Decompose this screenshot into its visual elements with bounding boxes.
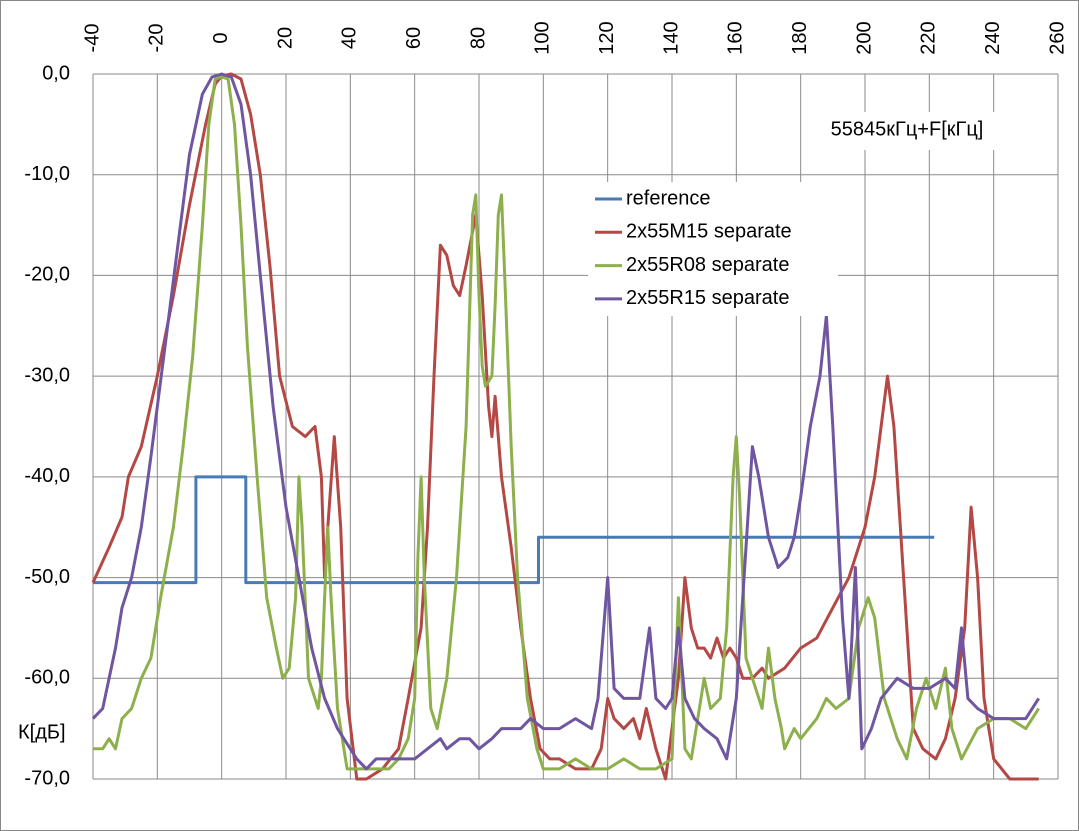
x-tick-label: 240 <box>982 21 1004 54</box>
legend-label: reference <box>626 187 711 209</box>
y-tick-label: -60,0 <box>24 667 70 689</box>
y-axis-label: К[дБ] <box>18 721 66 743</box>
series-line <box>91 72 1040 771</box>
lines-layer <box>91 72 1040 781</box>
legend-box <box>588 182 838 316</box>
series-line <box>93 75 1040 771</box>
annotation: 55845кГц+F[кГц] <box>831 118 984 140</box>
series-line <box>91 72 1039 781</box>
x-tick-label: 140 <box>660 21 682 54</box>
legend-label: 2x55R15 separate <box>626 287 789 309</box>
x-tick-label: 60 <box>403 27 425 49</box>
y-tick-label: -40,0 <box>24 465 70 487</box>
x-tick-label: 40 <box>339 27 361 49</box>
y-tick-label: -30,0 <box>24 364 70 386</box>
x-tick-label: 160 <box>725 21 747 54</box>
x-tick-label: 220 <box>918 21 940 54</box>
y-tick-label: -20,0 <box>24 264 70 286</box>
y-tick-label: -70,0 <box>24 767 70 789</box>
x-tick-label: 20 <box>274 27 296 49</box>
x-tick-label: 200 <box>853 21 875 54</box>
legend-label: 2x55M15 separate <box>626 221 792 243</box>
x-tick-label: -40 <box>81 24 103 53</box>
x-tick-label: -20 <box>146 24 168 53</box>
y-tick-label: -50,0 <box>24 566 70 588</box>
y-tick-label: -10,0 <box>24 163 70 185</box>
x-tick-label: 0 <box>210 32 232 43</box>
series-line <box>93 475 935 585</box>
legend-label: 2x55R08 separate <box>626 254 789 276</box>
x-tick-label: 120 <box>596 21 618 54</box>
x-tick-label: 80 <box>467 27 489 49</box>
legend: reference 2x55M15 separate 2x55R08 separat… <box>595 187 792 309</box>
annotation-box <box>805 112 1010 150</box>
y-tick-label: 0,0 <box>42 62 70 84</box>
x-tick-label: 180 <box>789 21 811 54</box>
x-tick-label: 100 <box>532 21 554 54</box>
x-tick-label: 260 <box>1046 21 1068 54</box>
